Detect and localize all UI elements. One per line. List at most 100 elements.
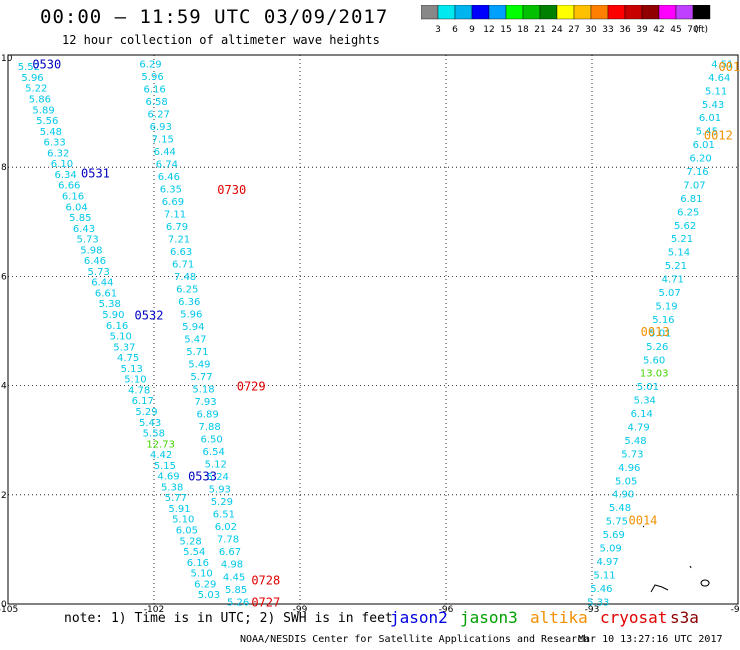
wave-height-value: 13.03: [640, 369, 669, 380]
wave-height-value: 5.91: [168, 504, 190, 515]
altimeter-track-map: -105-102-99-96-93-9002468105.525.965.225…: [0, 54, 740, 615]
wave-height-value: 4.69: [157, 472, 179, 483]
wave-height-value: 6.29: [139, 59, 161, 70]
wave-height-value: 5.85: [225, 585, 247, 596]
wave-height-value: 7.07: [683, 180, 705, 191]
wave-height-value: 5.26: [227, 597, 249, 608]
wave-height-value: 6.17: [132, 396, 154, 407]
colorbar-tick-label: 9: [469, 25, 475, 35]
colorbar-tick-label: 39: [636, 25, 648, 35]
longitude-tick-label: -99: [293, 605, 308, 615]
wave-height-value: 6.61: [95, 288, 117, 299]
pass-number-label: 0730: [217, 183, 246, 197]
wave-height-value: 5.43: [702, 100, 724, 111]
wave-height-value: 5.90: [102, 310, 124, 321]
wave-height-value: 5.01: [649, 328, 671, 339]
wave-height-value: 6.25: [677, 207, 699, 218]
wave-height-value: 4.96: [618, 463, 640, 474]
wave-height-value: 6.16: [62, 191, 84, 202]
latitude-tick-label: 4: [1, 382, 7, 392]
wave-height-value: 6.74: [156, 160, 178, 171]
colorbar-tick-label: 24: [551, 25, 563, 35]
pass-number-label: 0533: [188, 470, 217, 484]
units-note: note: 1) Time is in UTC; 2) SWH is in fe…: [64, 611, 393, 626]
wave-height-value: 5.49: [188, 360, 210, 371]
wave-height-value: 6.05: [176, 526, 198, 537]
latitude-tick-label: 0: [1, 600, 7, 610]
wave-height-value: 5.43: [139, 418, 161, 429]
wave-height-value: 5.86: [29, 95, 51, 106]
wave-height-value: 5.37: [113, 342, 135, 353]
pass-number-label: 0531: [81, 167, 110, 181]
colorbar-tick-label: 3: [435, 25, 441, 35]
pass-number-label: 0532: [135, 309, 164, 323]
wave-height-value: 6.16: [187, 558, 209, 569]
wave-height-value: 6.16: [106, 321, 128, 332]
wave-height-value: 5.16: [652, 315, 674, 326]
pass-number-label: 0013: [641, 325, 670, 339]
colorbar-swatch: [692, 5, 711, 20]
wave-height-value: 6.36: [178, 297, 200, 308]
wave-height-value: 6.69: [162, 197, 184, 208]
wave-height-value: 5.47: [184, 335, 206, 346]
wave-height-value: 5.77: [165, 493, 187, 504]
colorbar-tick-label: 70: [687, 25, 699, 35]
wave-height-value: 5.38: [161, 482, 183, 493]
wave-height-value: 6.20: [690, 154, 712, 165]
island-outline: [689, 565, 692, 569]
wave-height-value: 5.29: [211, 497, 233, 508]
longitude-tick-label: -102: [144, 605, 164, 615]
wave-height-value: 5.46: [590, 584, 612, 595]
wave-height-value: 5.29: [135, 407, 157, 418]
wave-height-value: 6.58: [146, 97, 168, 108]
wave-height-value: 4.78: [128, 385, 150, 396]
wave-height-value: 5.73: [88, 267, 110, 278]
island-outline: [642, 525, 645, 528]
wave-height-value: 5.12: [205, 460, 227, 471]
wave-height-value: 4.75: [117, 353, 139, 364]
wave-height-value: 5.05: [615, 476, 637, 487]
wave-height-value: 5.85: [69, 213, 91, 224]
wave-height-value: 5.33: [587, 597, 609, 608]
wave-height-value: 5.89: [32, 105, 54, 116]
wave-height-value: 4.98: [221, 560, 243, 571]
wave-height-value: 5.48: [40, 127, 62, 138]
pass-number-label: 0012: [704, 128, 733, 142]
wave-height-value: 6.34: [54, 170, 76, 181]
wave-height-value: 5.14: [668, 248, 690, 259]
pass-number-label: 0727: [251, 595, 280, 609]
legend-cryosat: cryosat: [600, 608, 668, 627]
wave-height-value: 4.79: [627, 422, 649, 433]
wave-height-value: 6.71: [172, 260, 194, 271]
colorbar-tick-label: 27: [568, 25, 579, 35]
wave-height-value: 5.10: [190, 569, 212, 580]
colorbar-unit: (ft): [694, 25, 708, 35]
wave-height-value: 6.14: [631, 409, 653, 420]
wave-height-value: 5.21: [671, 234, 693, 245]
wave-height-value: 5.26: [646, 342, 668, 353]
wave-height-value: 4.51: [711, 59, 733, 70]
wave-height-value: 4.97: [596, 557, 618, 568]
wave-height-value: 5.10: [110, 332, 132, 343]
wave-height-value: 6.10: [51, 159, 73, 170]
wave-height-value: 5.11: [705, 86, 727, 97]
wave-height-value: 6.89: [196, 410, 218, 421]
wave-height-value: 5.60: [643, 355, 665, 366]
latitude-tick-label: 10: [1, 54, 13, 64]
wave-height-value: 12.73: [146, 439, 175, 450]
pass-number-label: 0530: [32, 57, 61, 71]
wave-height-value: 6.35: [160, 185, 182, 196]
wave-height-value: 6.27: [148, 109, 170, 120]
wave-height-value: 5.54: [183, 547, 205, 558]
wave-height-value: 6.43: [73, 224, 95, 235]
map-title: 00:00 – 11:59 UTC 03/09/2017: [40, 6, 389, 28]
pass-number-label: 0728: [251, 573, 280, 587]
wave-height-value: 5.73: [77, 235, 99, 246]
longitude-tick-label: -93: [585, 605, 600, 615]
wave-height-value: 5.71: [186, 347, 208, 358]
wave-height-value: 5.48: [624, 436, 646, 447]
colorbar-tick-label: 18: [517, 25, 529, 35]
wave-height-value: 5.69: [603, 530, 625, 541]
wave-height-value: 6.04: [66, 202, 88, 213]
wave-height-value: 6.54: [203, 447, 225, 458]
